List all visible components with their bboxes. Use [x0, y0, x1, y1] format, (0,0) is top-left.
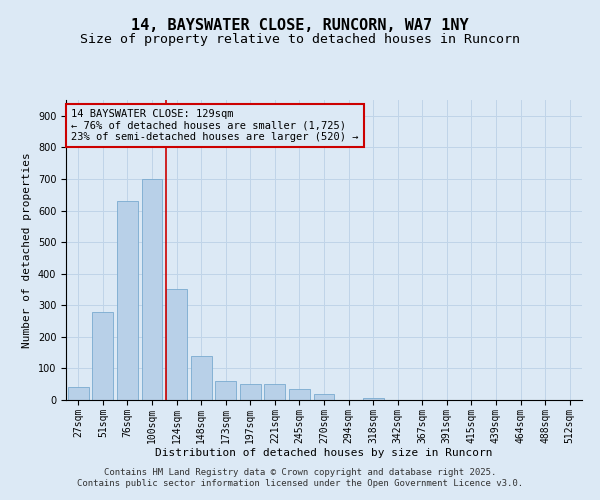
Bar [92, 312, 113, 400]
Text: 14, BAYSWATER CLOSE, RUNCORN, WA7 1NY: 14, BAYSWATER CLOSE, RUNCORN, WA7 1NY [131, 18, 469, 32]
Bar [68, 388, 89, 400]
Bar [362, 398, 383, 400]
X-axis label: Distribution of detached houses by size in Runcorn: Distribution of detached houses by size … [155, 448, 493, 458]
Bar [314, 394, 334, 400]
Bar [265, 384, 286, 400]
Text: Size of property relative to detached houses in Runcorn: Size of property relative to detached ho… [80, 32, 520, 46]
Text: 14 BAYSWATER CLOSE: 129sqm
← 76% of detached houses are smaller (1,725)
23% of s: 14 BAYSWATER CLOSE: 129sqm ← 76% of deta… [71, 109, 359, 142]
Bar [117, 201, 138, 400]
Bar [166, 290, 187, 400]
Bar [289, 389, 310, 400]
Bar [142, 179, 163, 400]
Text: Contains HM Land Registry data © Crown copyright and database right 2025.
Contai: Contains HM Land Registry data © Crown c… [77, 468, 523, 487]
Y-axis label: Number of detached properties: Number of detached properties [22, 152, 32, 348]
Bar [191, 356, 212, 400]
Bar [240, 384, 261, 400]
Bar [215, 381, 236, 400]
